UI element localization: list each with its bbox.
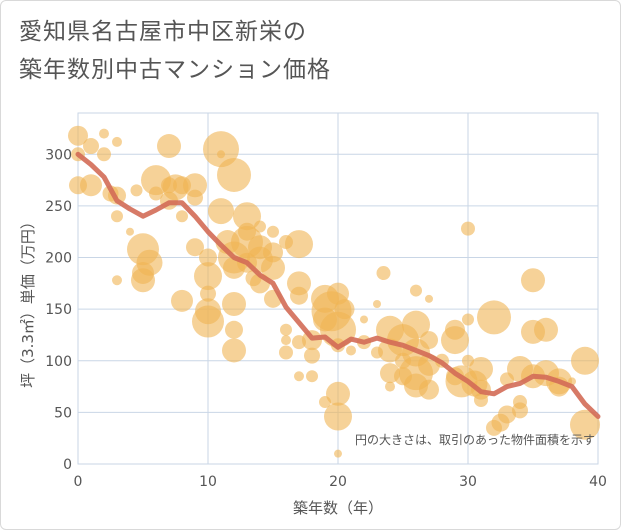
bubble-point bbox=[534, 317, 558, 342]
bubble-point bbox=[222, 338, 246, 363]
bubble-point bbox=[469, 357, 493, 382]
bubble-point bbox=[186, 238, 204, 257]
bubble-point bbox=[279, 345, 293, 360]
bubble-point bbox=[80, 174, 102, 197]
bubble-point bbox=[570, 409, 600, 440]
x-tick-label: 30 bbox=[459, 474, 477, 490]
bubble-point bbox=[281, 335, 291, 346]
bubble-point bbox=[149, 186, 163, 201]
bubble-point bbox=[498, 405, 516, 424]
bubble-point bbox=[208, 198, 234, 225]
bubble-point bbox=[513, 395, 527, 410]
x-tick-label: 0 bbox=[74, 474, 83, 490]
y-tick-label: 0 bbox=[63, 457, 72, 473]
bubble-point bbox=[200, 285, 216, 302]
bubble-point bbox=[192, 305, 224, 338]
bubble-point bbox=[157, 134, 181, 159]
bubble-point bbox=[112, 275, 122, 286]
bubble-point bbox=[327, 282, 349, 305]
y-axis-title: 坪（3.3㎡）単価（万円） bbox=[19, 214, 37, 388]
bubble-point bbox=[462, 313, 474, 326]
bubble-point bbox=[304, 347, 320, 364]
bubble-point bbox=[410, 284, 422, 297]
bubble-point bbox=[376, 266, 391, 281]
chart-title-line2: 築年数別中古マンション価格 bbox=[19, 57, 331, 83]
bubble-point bbox=[280, 323, 292, 336]
bubble-point bbox=[136, 249, 163, 276]
bubble-point bbox=[187, 189, 203, 206]
tick-labels: 0 10 20 30 40 0 50 100 150 200 250 300 bbox=[45, 147, 607, 490]
bubble-point bbox=[346, 345, 356, 356]
bubble-point bbox=[99, 128, 109, 139]
bubble-point bbox=[261, 255, 285, 280]
bubble-point bbox=[326, 381, 350, 406]
chart-title: 愛知県名古屋市中区新栄の 築年数別中古マンション価格 bbox=[19, 13, 331, 89]
bubble-point bbox=[267, 225, 279, 238]
bubble-point bbox=[461, 221, 475, 236]
bubble-point bbox=[97, 147, 111, 162]
bubble-point bbox=[334, 299, 355, 320]
bubble-point bbox=[474, 392, 488, 407]
bubble-point bbox=[373, 299, 381, 308]
bubble-point bbox=[171, 289, 193, 312]
bubble-point bbox=[176, 210, 188, 223]
bubble-point bbox=[199, 248, 217, 267]
bubble-point bbox=[194, 262, 222, 291]
y-tick-label: 200 bbox=[45, 251, 72, 267]
bubble-point bbox=[441, 326, 469, 355]
bubble-point bbox=[290, 286, 308, 305]
bubble-point bbox=[203, 131, 239, 168]
bubble-point bbox=[402, 310, 430, 339]
bubble-point bbox=[217, 150, 225, 159]
bubble-point bbox=[334, 449, 342, 458]
y-tick-label: 250 bbox=[45, 199, 72, 215]
y-tick-label: 300 bbox=[45, 147, 72, 163]
bubble-point bbox=[360, 315, 368, 324]
x-tick-label: 20 bbox=[329, 474, 347, 490]
bubble-point bbox=[385, 381, 395, 392]
bubble-point bbox=[306, 370, 318, 383]
bubble-point bbox=[521, 268, 545, 293]
bubble-point bbox=[126, 227, 134, 236]
y-tick-label: 100 bbox=[45, 354, 72, 370]
bubble-point bbox=[83, 138, 99, 155]
bubble-point bbox=[112, 136, 122, 147]
x-axis-title: 築年数（年） bbox=[293, 499, 383, 517]
bubble-point bbox=[233, 202, 261, 231]
bubble-point bbox=[324, 402, 352, 431]
bubble-point bbox=[420, 331, 438, 350]
y-tick-label: 50 bbox=[54, 405, 72, 421]
bubble-point bbox=[225, 320, 243, 339]
bubble-point bbox=[419, 379, 439, 400]
x-tick-label: 40 bbox=[589, 474, 607, 490]
bubble-layer bbox=[68, 125, 600, 458]
x-tick-label: 10 bbox=[199, 474, 217, 490]
bubble-point bbox=[254, 220, 266, 233]
bubble-point bbox=[285, 230, 313, 259]
bubble-point bbox=[222, 291, 246, 316]
chart-title-line1: 愛知県名古屋市中区新栄の bbox=[19, 19, 307, 45]
bubble-point bbox=[130, 184, 143, 197]
bubble-point bbox=[217, 157, 251, 192]
bubble-point bbox=[111, 210, 123, 223]
bubble-point bbox=[294, 371, 304, 382]
bubble-point bbox=[183, 173, 207, 198]
bubble-point bbox=[477, 300, 511, 335]
y-tick-label: 150 bbox=[45, 302, 72, 318]
size-annotation: 円の大きさは、取引のあった物件面積を示す bbox=[355, 432, 595, 447]
bubble-point bbox=[425, 294, 433, 303]
bubble-point bbox=[68, 125, 88, 146]
trend-line-layer bbox=[75, 151, 601, 419]
bubble-point bbox=[571, 346, 599, 375]
trend-line bbox=[75, 151, 601, 419]
